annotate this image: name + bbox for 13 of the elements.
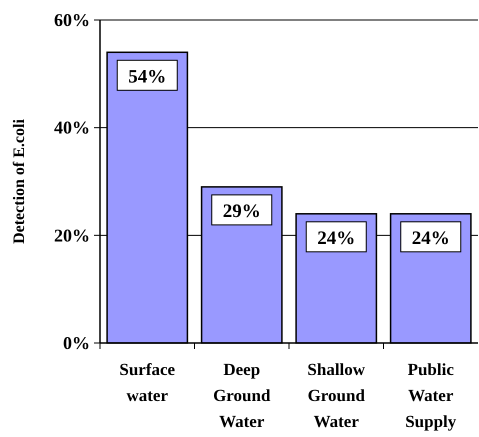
data-label: 24% — [317, 228, 356, 249]
x-tick-label: Public Water Supply — [405, 360, 457, 431]
x-tick-label: Shallow Ground Water — [307, 360, 366, 431]
y-tick-label: 40% — [54, 118, 90, 138]
data-label: 54% — [128, 66, 166, 88]
y-tick-label: 60% — [54, 10, 90, 30]
x-tick-label: Deep Ground Water — [213, 360, 271, 431]
y-tick-label: 0% — [63, 333, 90, 353]
y-axis-title: Detection of E.coli — [11, 118, 28, 244]
data-label: 29% — [222, 200, 261, 222]
y-tick-label: 20% — [54, 225, 90, 246]
data-label: 24% — [412, 228, 450, 249]
x-tick-label: Surface water — [119, 360, 176, 405]
